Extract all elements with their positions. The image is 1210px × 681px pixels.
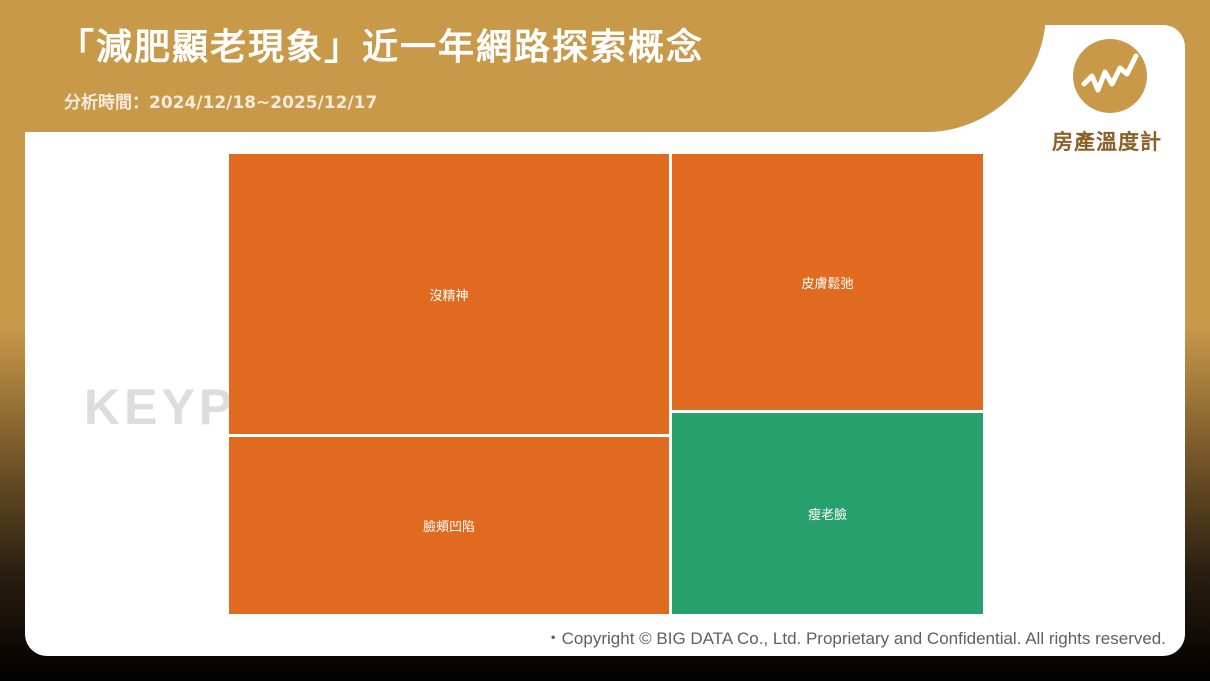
copyright-notice: ・Copyright © BIG DATA Co., Ltd. Propriet… <box>544 629 1166 648</box>
treemap-chart: 沒精神臉頰凹陷 皮膚鬆弛瘦老臉 <box>229 154 983 614</box>
brand-block: 房產溫度計 <box>1046 36 1166 156</box>
brand-name: 房產溫度計 <box>1052 130 1162 154</box>
treemap-tile-label: 瘦老臉 <box>807 508 847 523</box>
analysis-period: 分析時間：2024/12/18~2025/12/17 <box>64 93 378 113</box>
treemap-tile-label: 沒精神 <box>429 288 469 304</box>
header-banner: 「減肥顯老現象」近一年網路探索概念 分析時間：2024/12/18~2025/1… <box>0 0 1046 132</box>
treemap-tile-label: 臉頰凹陷 <box>422 520 475 535</box>
treemap-tile: 臉頰凹陷 <box>229 437 669 614</box>
treemap-tile: 皮膚鬆弛 <box>672 154 983 410</box>
rising-line-chart-icon <box>1073 39 1147 113</box>
treemap-tile: 瘦老臉 <box>672 413 983 614</box>
page-title: 「減肥顯老現象」近一年網路探索概念 <box>58 27 705 68</box>
treemap-tile-label: 皮膚鬆弛 <box>801 276 854 292</box>
treemap-tile: 沒精神 <box>229 154 669 434</box>
